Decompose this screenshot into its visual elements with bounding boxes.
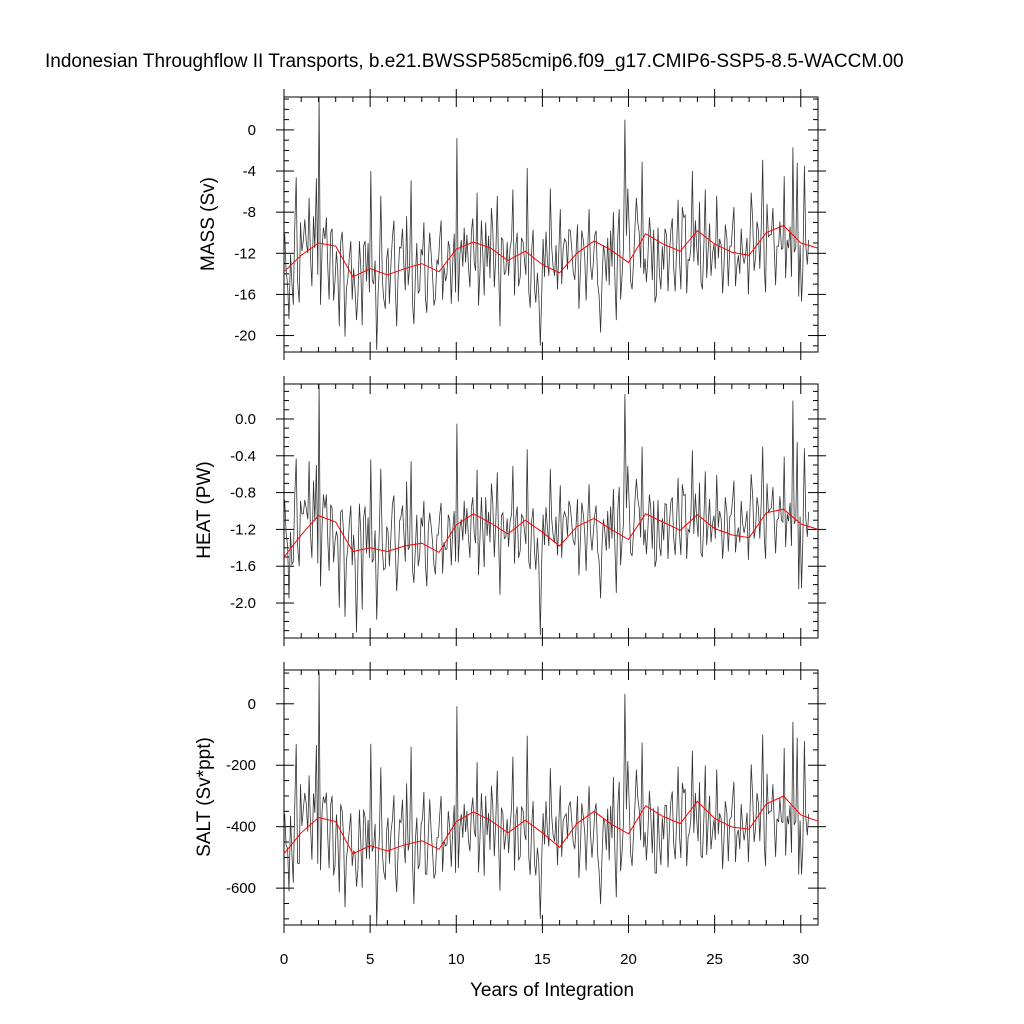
x-tick-label: 20	[620, 951, 637, 968]
salt-monthly-line	[284, 671, 810, 927]
mass-plot-area: 0 -4 -8 -12 -16 -20	[234, 89, 826, 360]
mass-y-tick-label: -12	[234, 245, 256, 262]
heat-y-tick-label: -0.8	[230, 485, 256, 502]
mass-monthly-line	[284, 96, 810, 350]
salt-plot-area: 0 -200 -400 -600	[226, 662, 826, 933]
salt-y-tick-label: -600	[226, 880, 256, 897]
mass-panel: MASS (Sv) 0 -4 -8 -12 -16 -20	[198, 89, 826, 360]
mass-y-tick-label: -20	[234, 328, 256, 345]
salt-y-tick-label: -400	[226, 819, 256, 836]
heat-panel: HEAT (PW) 0.0 -0.4 -0.8 -1.2 -1.6 -2.0	[194, 376, 826, 646]
heat-annual-mean-line	[283, 508, 819, 558]
salt-y-tick-label: 0	[248, 696, 256, 713]
figure-title: Indonesian Throughflow II Transports, b.…	[45, 51, 904, 72]
x-axis-label: Years of Integration	[470, 980, 634, 1001]
heat-frame	[283, 383, 819, 639]
salt-annual-mean-line	[283, 795, 819, 855]
salt-y-tick-label: -200	[226, 757, 256, 774]
x-tick-labels: 0 5 10 15 20 25 30	[280, 951, 809, 968]
x-tick-label: 15	[534, 951, 551, 968]
x-tick-label: 10	[448, 951, 465, 968]
salt-y-label: SALT (Sv*ppt)	[194, 737, 215, 857]
heat-y-tick-label: -2.0	[230, 595, 256, 612]
heat-y-tick-label: -0.4	[230, 448, 256, 465]
x-tick-label: 0	[280, 951, 288, 968]
mass-y-tick-label: -8	[243, 204, 256, 221]
mass-y-tick-label: 0	[248, 122, 256, 139]
heat-y-label: HEAT (PW)	[194, 461, 215, 558]
salt-panel: SALT (Sv*ppt) 0 -200 -400 -600	[194, 662, 826, 933]
heat-plot-area: 0.0 -0.4 -0.8 -1.2 -1.6 -2.0	[230, 376, 826, 646]
mass-y-label: MASS (Sv)	[198, 177, 219, 271]
heat-y-tick-label: 0.0	[235, 411, 256, 428]
salt-frame	[283, 669, 819, 926]
heat-y-tick-label: -1.6	[230, 558, 256, 575]
heat-monthly-line	[284, 383, 810, 636]
x-tick-label: 30	[792, 951, 809, 968]
x-tick-label: 5	[366, 951, 374, 968]
mass-y-tick-label: -16	[234, 286, 256, 303]
x-tick-label: 25	[706, 951, 723, 968]
mass-y-tick-label: -4	[243, 163, 256, 180]
mass-frame	[283, 96, 819, 353]
heat-y-tick-label: -1.2	[230, 521, 256, 538]
mass-annual-mean-line	[283, 224, 819, 278]
